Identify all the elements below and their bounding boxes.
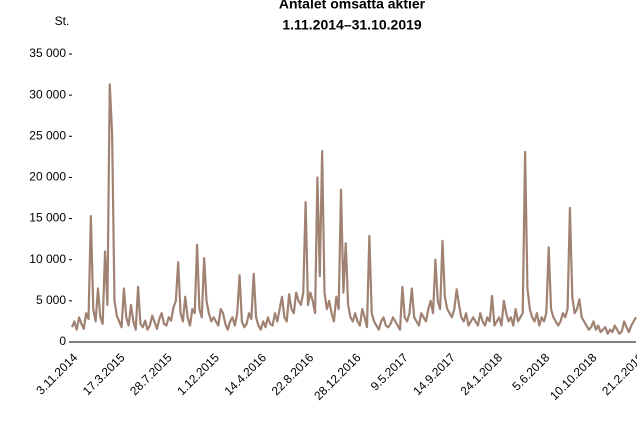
chart-subtitle: 1.11.2014–31.10.2019 <box>282 17 422 33</box>
x-tick-label: 17.3.2015 <box>80 350 128 398</box>
x-tick-label: 28.7.2015 <box>127 350 175 398</box>
x-tick-label: 28.12.2016 <box>311 350 364 403</box>
y-tick-label: 30 000 <box>29 87 66 101</box>
x-tick-label: 14.9.2017 <box>410 350 458 398</box>
series-line <box>70 83 637 335</box>
x-tick-label: 10.10.2018 <box>547 350 600 403</box>
x-tick-label: 24.1.2018 <box>457 350 505 398</box>
chart-title: Antalet omsatta aktier <box>279 0 426 12</box>
x-tick-label: 14.4.2016 <box>221 350 269 398</box>
y-tick-label: 15 000 <box>29 211 66 225</box>
x-tick-label: 22.8.2016 <box>269 350 317 398</box>
x-tick-label: 3.11.2014 <box>33 350 80 397</box>
x-tick-label: 1.12.2015 <box>174 350 222 398</box>
y-tick-label: 5 000 <box>36 293 66 307</box>
y-tick-label: 35 000 <box>29 46 66 60</box>
y-tick-label: 0 <box>59 334 66 348</box>
y-tick-label: 10 000 <box>29 252 66 266</box>
x-tick-label: 21.2.2019 <box>599 350 637 398</box>
y-tick-label: 20 000 <box>29 170 66 184</box>
x-tick-label: 5.6.2018 <box>509 350 552 393</box>
y-axis-label: St. <box>55 14 70 28</box>
x-tick-label: 9.5.2017 <box>368 350 411 393</box>
y-tick-label: 25 000 <box>29 128 66 142</box>
